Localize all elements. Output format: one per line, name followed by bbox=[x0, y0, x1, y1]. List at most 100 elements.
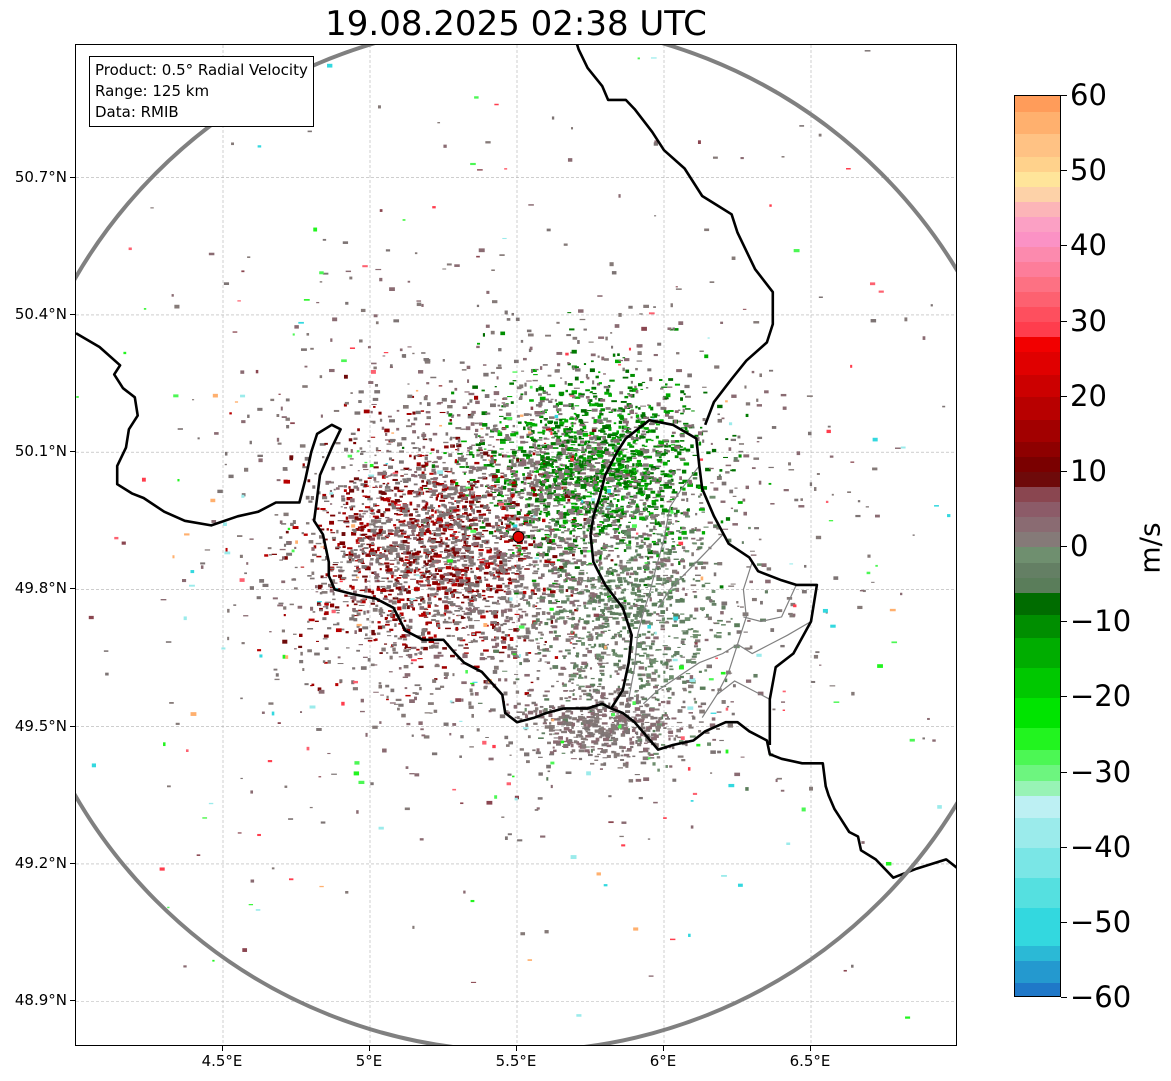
colorbar-unit-label: m/s bbox=[1133, 522, 1167, 574]
colorbar-segment bbox=[1015, 486, 1060, 503]
lon-tick-label: 5°E bbox=[355, 1052, 383, 1070]
colorbar-segment bbox=[1015, 531, 1060, 548]
country-border-line bbox=[76, 332, 956, 880]
lat-tick-label: 48.9°N bbox=[14, 991, 67, 1010]
lon-tick bbox=[810, 1046, 811, 1051]
green-gray-echoes bbox=[477, 417, 774, 791]
colorbar-segment bbox=[1015, 780, 1060, 796]
radar-site-marker bbox=[512, 530, 525, 543]
lon-tick bbox=[516, 1046, 517, 1051]
map-title: 19.08.2025 02:38 UTC bbox=[325, 4, 707, 44]
admin-boundary-line bbox=[701, 561, 753, 718]
colorbar-segment bbox=[1015, 216, 1060, 232]
colorbar-tick bbox=[1061, 546, 1067, 547]
velocity-colorbar bbox=[1014, 95, 1061, 997]
admin-boundary-line bbox=[642, 643, 738, 705]
info-range: Range: 125 km bbox=[95, 82, 210, 100]
lon-tick-label: 5.5°E bbox=[495, 1052, 537, 1070]
admin-boundary-line bbox=[716, 680, 771, 700]
colorbar-tick bbox=[1061, 696, 1067, 698]
colorbar-segment bbox=[1015, 667, 1060, 698]
admin-boundary-line bbox=[628, 465, 700, 700]
colorbar-segment bbox=[1015, 419, 1060, 443]
colorbar-tick-label: −60 bbox=[1070, 980, 1132, 1014]
colorbar-segment bbox=[1015, 847, 1060, 879]
country-borders bbox=[76, 45, 956, 880]
colorbar-tick bbox=[1061, 470, 1067, 472]
admin-boundary-line bbox=[737, 620, 812, 655]
colorbar-segment bbox=[1015, 171, 1060, 187]
lat-tick bbox=[70, 451, 75, 453]
colorbar-segment bbox=[1015, 133, 1060, 157]
lat-tick bbox=[70, 588, 75, 590]
sparse-scattered-echoes bbox=[76, 50, 951, 1019]
lat-tick-label: 50.4°N bbox=[14, 304, 67, 323]
colorbar-segment bbox=[1015, 111, 1060, 135]
colorbar-segment bbox=[1015, 276, 1060, 292]
colorbar-segment bbox=[1015, 306, 1060, 322]
colorbar-segment bbox=[1015, 201, 1060, 217]
colorbar-tick-label: −20 bbox=[1070, 679, 1132, 714]
info-data-source: Data: RMIB bbox=[95, 103, 179, 121]
colorbar-segment bbox=[1015, 749, 1060, 766]
colorbar-segment bbox=[1015, 592, 1060, 616]
radar-map-panel[interactable] bbox=[75, 44, 957, 1046]
colorbar-tick bbox=[1061, 921, 1067, 923]
colorbar-segment bbox=[1015, 697, 1060, 728]
lon-tick bbox=[663, 1046, 664, 1051]
lat-tick-label: 49.8°N bbox=[14, 579, 67, 598]
colorbar-segment bbox=[1015, 246, 1060, 262]
lat-tick-label: 50.7°N bbox=[14, 167, 67, 186]
lat-tick bbox=[70, 1000, 75, 1002]
colorbar-segment bbox=[1015, 351, 1060, 375]
admin-boundary-line bbox=[743, 584, 797, 623]
colorbar-segment bbox=[1015, 795, 1060, 819]
colorbar-tick bbox=[1061, 621, 1067, 623]
colorbar-segment bbox=[1015, 261, 1060, 277]
radar-velocity-echoes bbox=[76, 50, 951, 1019]
colorbar-tick-label: 40 bbox=[1070, 228, 1107, 263]
colorbar-tick-label: −40 bbox=[1070, 829, 1132, 864]
colorbar-segment bbox=[1015, 577, 1060, 593]
colorbar-segment bbox=[1015, 186, 1060, 202]
colorbar-tick bbox=[1061, 245, 1067, 247]
colorbar-tick-label: 50 bbox=[1070, 153, 1107, 188]
lat-tick bbox=[70, 725, 75, 727]
colorbar-segment bbox=[1015, 336, 1060, 353]
country-border-line bbox=[575, 45, 775, 426]
colorbar-segment bbox=[1015, 231, 1060, 247]
colorbar-segment bbox=[1015, 614, 1060, 638]
colorbar-segment bbox=[1015, 156, 1060, 172]
colorbar-tick bbox=[1061, 771, 1067, 773]
lon-tick bbox=[369, 1046, 370, 1051]
colorbar-tick-label: 10 bbox=[1070, 453, 1107, 488]
radar-map-canvas[interactable] bbox=[76, 45, 957, 1046]
colorbar-segment bbox=[1015, 441, 1060, 458]
admin-boundary-line bbox=[657, 534, 724, 609]
colorbar-segment bbox=[1015, 374, 1060, 398]
admin-boundaries bbox=[628, 465, 812, 718]
info-product: Product: 0.5° Radial Velocity bbox=[95, 61, 308, 79]
colorbar-tick-label: 30 bbox=[1070, 303, 1107, 338]
colorbar-segment bbox=[1015, 96, 1060, 112]
colorbar-segment bbox=[1015, 764, 1060, 781]
colorbar-segment bbox=[1015, 982, 1060, 996]
colorbar-segment bbox=[1015, 817, 1060, 849]
colorbar-tick-label: 0 bbox=[1070, 529, 1089, 563]
colorbar-segment bbox=[1015, 396, 1060, 420]
colorbar-tick-label: −30 bbox=[1070, 754, 1132, 789]
colorbar-segment bbox=[1015, 877, 1060, 909]
colorbar-tick bbox=[1061, 997, 1067, 998]
colorbar-tick-label: −10 bbox=[1070, 604, 1132, 639]
product-info-box: Product: 0.5° Radial Velocity Range: 125… bbox=[89, 56, 314, 127]
southeast-gray-echoes bbox=[499, 662, 745, 782]
colorbar-tick bbox=[1061, 846, 1067, 848]
lat-tick-label: 50.1°N bbox=[14, 442, 67, 461]
country-border-line bbox=[589, 534, 634, 710]
colorbar-segment bbox=[1015, 291, 1060, 307]
colorbar-tick-label: −50 bbox=[1070, 904, 1132, 939]
colorbar-tick bbox=[1061, 395, 1067, 397]
lat-tick bbox=[70, 313, 75, 315]
colorbar-segment bbox=[1015, 547, 1060, 563]
colorbar-tick bbox=[1061, 320, 1067, 322]
